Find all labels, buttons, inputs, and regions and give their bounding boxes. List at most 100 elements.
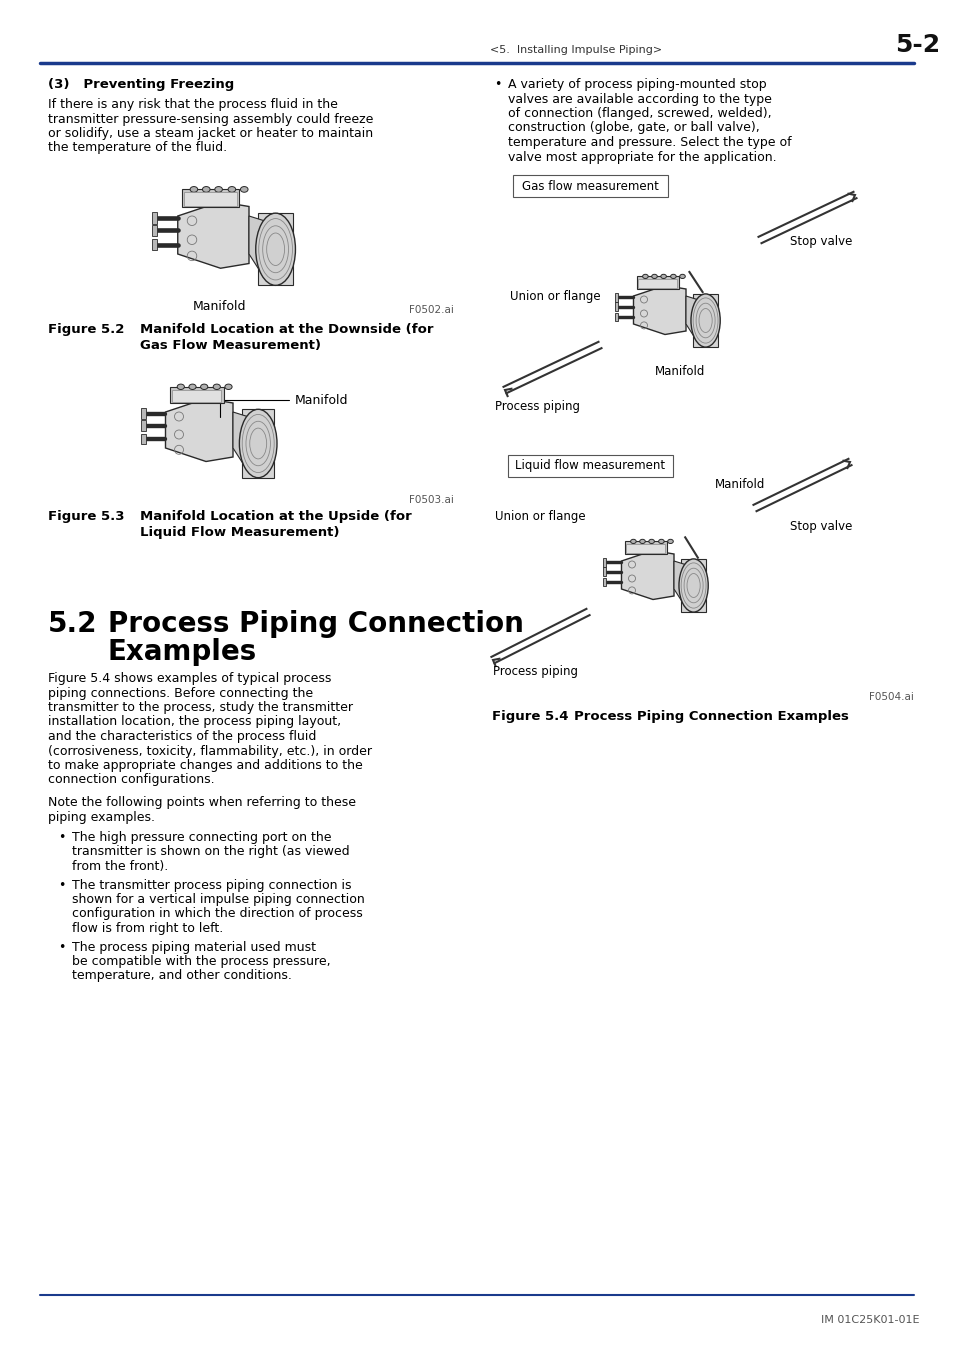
Text: Liquid Flow Measurement): Liquid Flow Measurement) [140, 526, 339, 539]
Text: piping examples.: piping examples. [48, 810, 154, 824]
Text: Stop valve: Stop valve [789, 520, 851, 533]
Ellipse shape [670, 274, 676, 278]
Text: flow is from right to left.: flow is from right to left. [71, 922, 223, 936]
Text: Gas flow measurement: Gas flow measurement [521, 180, 658, 193]
Bar [170, 387, 224, 404]
Polygon shape [177, 201, 249, 269]
Text: Union or flange: Union or flange [510, 290, 600, 302]
Ellipse shape [679, 274, 684, 278]
Text: Manifold: Manifold [220, 393, 348, 417]
Bar [614, 302, 618, 311]
Ellipse shape [225, 385, 232, 390]
Bar [624, 541, 666, 554]
Text: Process Piping Connection: Process Piping Connection [108, 610, 523, 639]
Text: •: • [58, 941, 66, 953]
Bar [680, 559, 705, 612]
Bar [242, 409, 274, 478]
Text: (3)   Preventing Freezing: (3) Preventing Freezing [48, 78, 234, 90]
Text: Gas Flow Measurement): Gas Flow Measurement) [140, 339, 320, 352]
Bar [258, 213, 293, 285]
Ellipse shape [214, 186, 222, 192]
Polygon shape [620, 551, 673, 599]
Text: connection configurations.: connection configurations. [48, 774, 214, 787]
Text: Manifold Location at the Upside (for: Manifold Location at the Upside (for [140, 510, 412, 522]
Polygon shape [165, 398, 233, 462]
Ellipse shape [177, 385, 184, 390]
Bar [152, 224, 156, 236]
Bar [602, 578, 605, 586]
Bar [172, 390, 221, 402]
Polygon shape [633, 285, 685, 335]
Ellipse shape [228, 186, 235, 192]
Text: be compatible with the process pressure,: be compatible with the process pressure, [71, 954, 331, 968]
Ellipse shape [202, 186, 210, 192]
Polygon shape [673, 562, 684, 606]
Text: valve most appropriate for the application.: valve most appropriate for the applicati… [507, 150, 776, 163]
Ellipse shape [679, 559, 707, 612]
Text: (corrosiveness, toxicity, flammability, etc.), in order: (corrosiveness, toxicity, flammability, … [48, 744, 372, 757]
Text: to make appropriate changes and additions to the: to make appropriate changes and addition… [48, 759, 362, 772]
Text: Figure 5.4: Figure 5.4 [492, 710, 568, 724]
Text: Process Piping Connection Examples: Process Piping Connection Examples [574, 710, 848, 724]
Text: F0503.ai: F0503.ai [409, 495, 454, 505]
Ellipse shape [239, 409, 276, 478]
Ellipse shape [648, 539, 654, 544]
Polygon shape [249, 216, 264, 278]
Text: IM 01C25K01-01E: IM 01C25K01-01E [821, 1315, 919, 1324]
Bar [513, 176, 667, 197]
Text: Liquid flow measurement: Liquid flow measurement [515, 459, 664, 472]
Ellipse shape [630, 539, 636, 544]
Bar [152, 212, 156, 224]
Bar [626, 544, 664, 554]
Ellipse shape [189, 385, 196, 390]
Bar [602, 567, 605, 575]
Text: from the front).: from the front). [71, 860, 168, 873]
Text: Manifold: Manifold [655, 364, 704, 378]
Bar [141, 433, 146, 444]
Text: piping connections. Before connecting the: piping connections. Before connecting th… [48, 687, 313, 699]
Bar [141, 420, 146, 431]
Text: •: • [58, 832, 66, 844]
Text: transmitter is shown on the right (as viewed: transmitter is shown on the right (as vi… [71, 845, 349, 859]
Text: The transmitter process piping connection is: The transmitter process piping connectio… [71, 879, 351, 891]
Bar [637, 277, 679, 289]
Bar [184, 192, 236, 205]
Text: The process piping material used must: The process piping material used must [71, 941, 315, 953]
Text: 5-2: 5-2 [894, 32, 939, 57]
Ellipse shape [667, 539, 673, 544]
Ellipse shape [255, 213, 295, 285]
Bar [638, 278, 677, 289]
Text: transmitter pressure-sensing assembly could freeze: transmitter pressure-sensing assembly co… [48, 112, 373, 126]
Text: Figure 5.3: Figure 5.3 [48, 510, 125, 522]
Text: 5.2: 5.2 [48, 610, 97, 639]
Bar [614, 313, 618, 321]
Text: If there is any risk that the process fluid in the: If there is any risk that the process fl… [48, 99, 337, 111]
Text: Process piping: Process piping [495, 400, 579, 413]
Ellipse shape [240, 186, 248, 192]
Text: The high pressure connecting port on the: The high pressure connecting port on the [71, 832, 331, 844]
Text: A variety of process piping-mounted stop: A variety of process piping-mounted stop [507, 78, 766, 90]
Ellipse shape [651, 274, 657, 278]
Text: F0502.ai: F0502.ai [409, 305, 454, 315]
Text: installation location, the process piping layout,: installation location, the process pipin… [48, 716, 341, 729]
Ellipse shape [190, 186, 197, 192]
Text: Manifold: Manifold [714, 478, 764, 491]
Bar [152, 239, 156, 250]
Bar [141, 409, 146, 420]
Text: transmitter to the process, study the transmitter: transmitter to the process, study the tr… [48, 701, 353, 714]
Ellipse shape [200, 385, 208, 390]
Bar [602, 558, 605, 567]
Bar [692, 294, 718, 347]
Text: •: • [58, 879, 66, 891]
Ellipse shape [213, 385, 220, 390]
Bar [182, 189, 239, 207]
Text: Figure 5.2: Figure 5.2 [48, 323, 124, 336]
Text: temperature and pressure. Select the type of: temperature and pressure. Select the typ… [507, 136, 791, 148]
Text: valves are available according to the type: valves are available according to the ty… [507, 93, 771, 105]
Text: and the characteristics of the process fluid: and the characteristics of the process f… [48, 730, 316, 742]
Ellipse shape [642, 274, 647, 278]
Text: <5.  Installing Impulse Piping>: <5. Installing Impulse Piping> [490, 45, 661, 55]
Text: •: • [494, 78, 501, 90]
Text: Note the following points when referring to these: Note the following points when referring… [48, 796, 355, 809]
Text: Stop valve: Stop valve [789, 235, 851, 248]
